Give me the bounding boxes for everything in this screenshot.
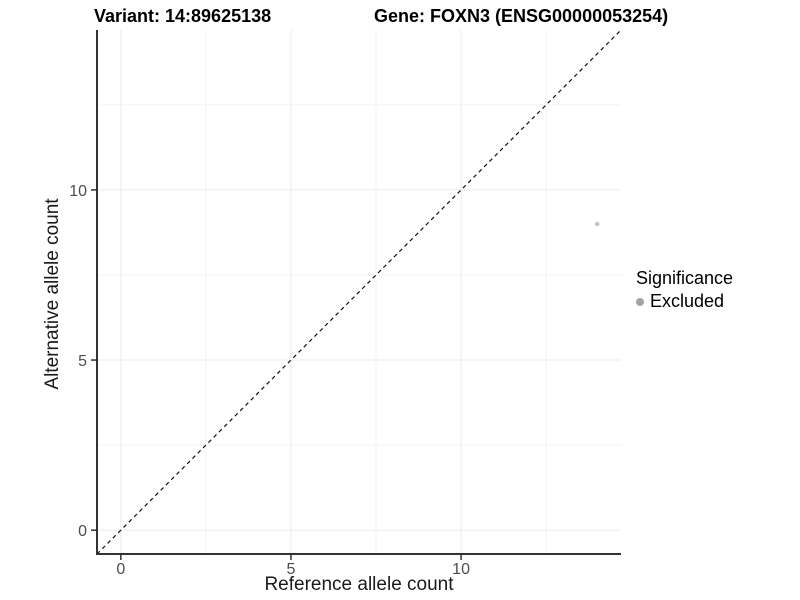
- legend-item-label: Excluded: [650, 291, 725, 311]
- legend: Significance Excluded: [636, 266, 733, 313]
- x-axis-title: Reference allele count: [264, 574, 454, 595]
- identity-dashed-line: [96, 29, 622, 555]
- legend-key-dot-icon: [636, 297, 644, 306]
- plot-title-gene: Gene: FOXN3 (ENSG00000053254): [374, 6, 669, 26]
- x-tick-label: 0: [116, 561, 125, 578]
- data-point: [594, 221, 600, 227]
- legend-title: Significance: [636, 268, 734, 288]
- y-tick-label: 5: [78, 353, 87, 370]
- x-tick-label: 10: [452, 561, 470, 578]
- legend-item: Excluded: [636, 290, 733, 313]
- y-axis-title: Alternative allele count: [42, 198, 63, 390]
- plot-title-variant: Variant: 14:89625138: [94, 6, 272, 26]
- y-tick-label: 0: [78, 523, 87, 540]
- y-tick-label: 10: [69, 183, 87, 200]
- legend-items: Excluded: [636, 290, 733, 313]
- x-tick-label: 5: [286, 561, 295, 578]
